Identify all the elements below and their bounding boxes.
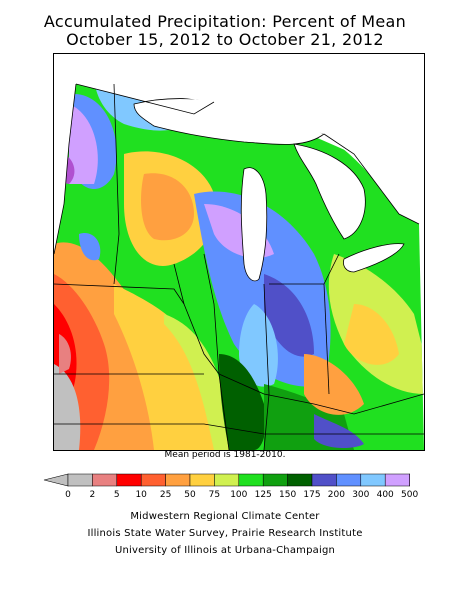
legend-swatch — [238, 473, 264, 487]
legend-label: 50 — [184, 490, 196, 500]
precipitation-map — [53, 53, 425, 451]
legend-label: 400 — [376, 490, 394, 500]
legend-swatch — [67, 473, 93, 487]
legend-label: 10 — [135, 490, 147, 500]
color-legend: 0 2 5 10 25 50 75 100 125 150 175 200 300 400 500 — [40, 472, 435, 512]
legend-swatch — [214, 473, 240, 487]
legend-label: 300 — [352, 490, 370, 500]
legend-label: 25 — [159, 490, 172, 500]
lake-michigan — [240, 167, 268, 282]
legend-label: 175 — [303, 490, 321, 500]
legend-colorbar — [43, 473, 435, 487]
lake-huron — [293, 143, 366, 240]
legend-swatch — [262, 473, 288, 487]
map-title: Accumulated Precipitation: Percent of Me… — [43, 12, 407, 31]
legend-label: 0 — [65, 490, 71, 500]
credit-line-3: University of Illinois at Urbana-Champai… — [114, 545, 336, 556]
legend-swatch — [165, 473, 191, 487]
legend-swatch — [360, 473, 386, 487]
legend-swatch — [287, 473, 313, 487]
legend-swatch — [384, 473, 410, 487]
legend-label: 100 — [230, 490, 248, 500]
map-date-range: October 15, 2012 to October 21, 2012 — [66, 30, 384, 49]
mean-period-note: Mean period is 1981-2010. — [164, 450, 286, 460]
legend-arrow — [43, 473, 69, 487]
canada-land — [54, 54, 424, 224]
legend-swatch — [140, 473, 166, 487]
legend-swatch — [336, 473, 362, 487]
legend-label: 2 — [89, 490, 96, 500]
legend-swatch — [92, 473, 118, 487]
credit-line-1: Midwestern Regional Climate Center — [130, 511, 320, 522]
legend-swatch — [189, 473, 215, 487]
state-borders — [54, 83, 424, 450]
legend-label: 200 — [327, 490, 345, 500]
lake-erie — [343, 243, 405, 273]
legend-label: 5 — [113, 490, 120, 500]
legend-label: 75 — [208, 490, 221, 500]
legend-swatch — [116, 473, 142, 487]
credit-line-2: Illinois State Water Survey, Prairie Res… — [87, 528, 363, 539]
legend-swatch — [311, 473, 337, 487]
legend-label: 125 — [254, 490, 272, 500]
legend-label: 500 — [401, 490, 419, 500]
legend-label: 150 — [279, 490, 297, 500]
